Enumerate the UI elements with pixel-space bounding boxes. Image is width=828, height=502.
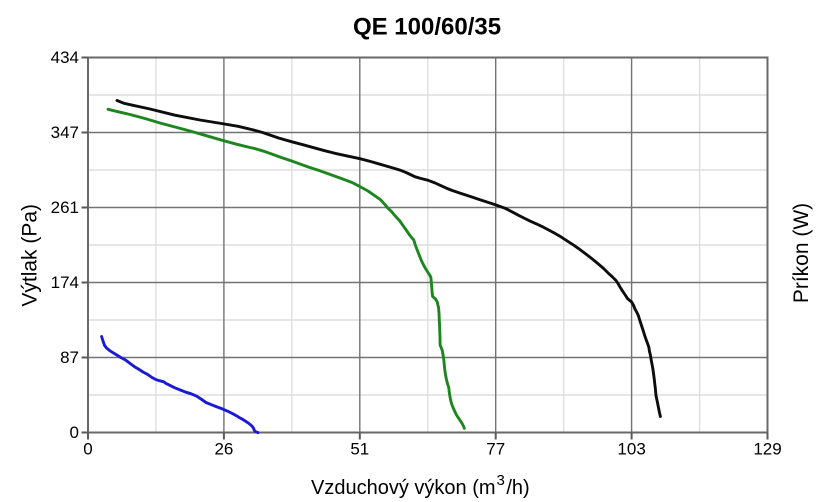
svg-text:51: 51 xyxy=(350,440,369,459)
svg-text:QE 100/60/35: QE 100/60/35 xyxy=(353,14,501,41)
svg-text:Výtlak (Pa): Výtlak (Pa) xyxy=(19,204,42,307)
svg-text:174: 174 xyxy=(51,273,79,292)
svg-text:Vzduchový výkon (m3/h): Vzduchový výkon (m3/h) xyxy=(311,472,530,499)
svg-text:129: 129 xyxy=(753,440,781,459)
svg-text:347: 347 xyxy=(51,123,79,142)
svg-text:434: 434 xyxy=(51,48,79,67)
svg-text:87: 87 xyxy=(60,348,79,367)
svg-text:0: 0 xyxy=(70,423,79,442)
svg-text:103: 103 xyxy=(617,440,645,459)
svg-text:26: 26 xyxy=(214,440,233,459)
svg-text:261: 261 xyxy=(51,198,79,217)
svg-text:77: 77 xyxy=(486,440,505,459)
svg-text:0: 0 xyxy=(83,440,92,459)
svg-text:Príkon (W): Príkon (W) xyxy=(790,203,813,303)
